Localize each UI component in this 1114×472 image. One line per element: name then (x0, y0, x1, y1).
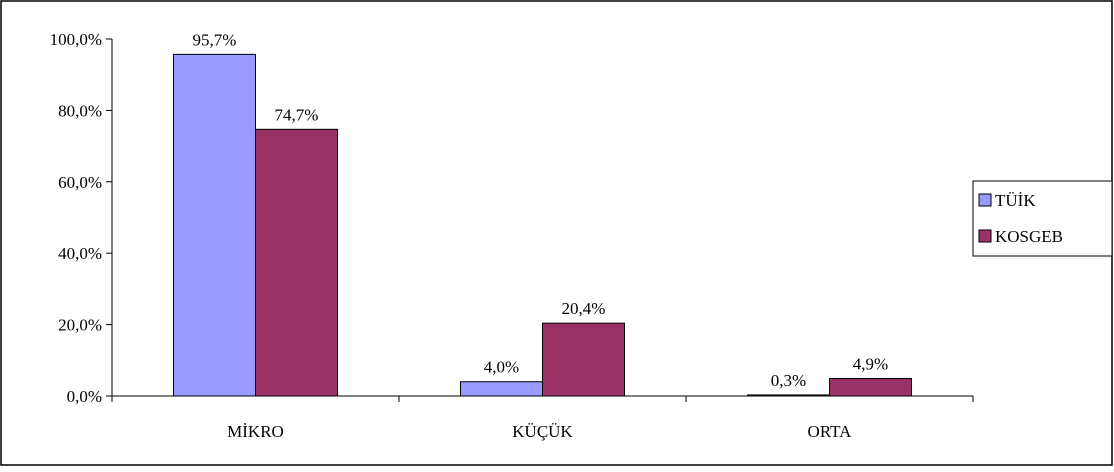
y-tick-label: 60,0% (58, 173, 102, 192)
legend-swatch (978, 193, 992, 207)
x-tick-label: MİKRO (227, 422, 284, 441)
bar-value-label: 0,3% (771, 371, 806, 390)
y-tick-label: 100,0% (50, 30, 102, 49)
bar (542, 322, 625, 397)
bar-value-label: 95,7% (193, 30, 237, 49)
bar-value-label: 74,7% (275, 105, 319, 124)
legend-box (972, 180, 1113, 257)
y-tick-label: 80,0% (58, 101, 102, 120)
y-axis-ticks: 0,0% 20,0% 40,0% 60,0% 80,0% 100,0% (50, 30, 974, 406)
bars (173, 53, 912, 397)
y-tick-label: 0,0% (67, 387, 102, 406)
legend-label: TÜİK (995, 191, 1036, 210)
legend-label: KOSGEB (995, 227, 1063, 246)
bar (829, 378, 912, 397)
x-axis-tick-labels: MİKRO KÜÇÜK ORTA (227, 422, 852, 441)
legend: TÜİK KOSGEB (972, 180, 1113, 257)
y-tick-label: 40,0% (58, 244, 102, 263)
x-tick-label: KÜÇÜK (512, 422, 573, 441)
y-tick-label: 20,0% (58, 316, 102, 335)
bar (255, 128, 338, 397)
data-labels: 95,7% 74,7% 4,0% 20,4% 0,3% 4,9% (193, 30, 889, 390)
bar (173, 53, 256, 397)
x-tick-label: ORTA (808, 422, 853, 441)
bar (460, 381, 543, 397)
bar-value-label: 4,0% (484, 358, 519, 377)
bar-value-label: 4,9% (853, 355, 888, 374)
bar-value-label: 20,4% (562, 299, 606, 318)
legend-swatch (978, 229, 992, 243)
